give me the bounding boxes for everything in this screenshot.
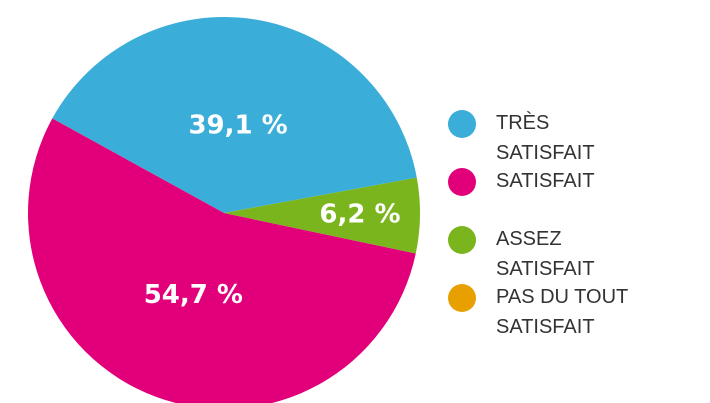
data-label: 54,7 % — [144, 280, 243, 310]
data-label: 6,2 % — [319, 199, 400, 229]
legend: TRÈS SATISFAIT SATISFAIT ASSEZ SATISFAIT PA… — [448, 108, 703, 340]
pie-slice — [224, 177, 420, 254]
legend-swatch — [448, 110, 476, 138]
legend-swatch — [448, 284, 476, 312]
legend-item: ASSEZ SATISFAIT — [448, 224, 703, 282]
legend-swatch — [448, 168, 476, 196]
pie-slice — [52, 16, 417, 213]
legend-item: TRÈS SATISFAIT — [448, 108, 703, 166]
legend-item: SATISFAIT — [448, 166, 703, 224]
legend-label: SATISFAIT — [496, 170, 595, 192]
legend-label: ASSEZ SATISFAIT — [496, 228, 595, 280]
pie-slice — [28, 118, 416, 403]
legend-item: PAS DU TOUT SATISFAIT — [448, 282, 703, 340]
data-label: 39,1 % — [188, 111, 287, 141]
legend-label: TRÈS SATISFAIT — [496, 112, 595, 164]
legend-swatch — [448, 226, 476, 254]
legend-label: PAS DU TOUT SATISFAIT — [496, 286, 628, 338]
